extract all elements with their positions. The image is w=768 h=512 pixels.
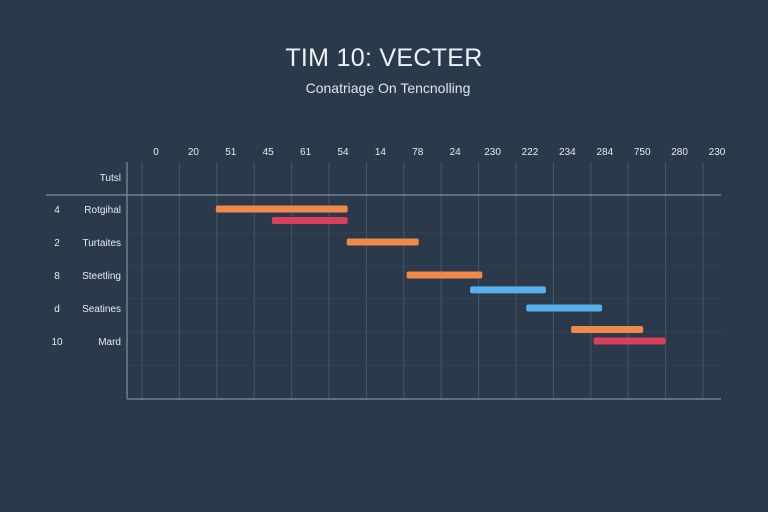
- x-tick-label: 230: [709, 147, 726, 158]
- x-tick-label: 14: [375, 147, 387, 158]
- x-tick-label: 750: [634, 147, 651, 158]
- row-label: Turtaites: [82, 238, 121, 249]
- task-bar: [593, 337, 666, 345]
- row-number: 8: [54, 271, 60, 282]
- task-bar: [571, 325, 644, 333]
- row-number: 2: [54, 238, 60, 249]
- x-tick-label: 20: [188, 147, 200, 158]
- task-bar: [526, 304, 603, 312]
- task-bar: [406, 271, 483, 279]
- x-tick-label: 230: [484, 147, 501, 158]
- x-tick-label: 78: [412, 147, 424, 158]
- chart-title: TIM 10: VECTER: [285, 44, 483, 72]
- x-tick-label: 24: [450, 147, 462, 158]
- task-bar: [470, 286, 546, 294]
- x-tick-label: 284: [596, 147, 613, 158]
- chart-subtitle: Conatriage On Tencnolling: [305, 80, 471, 96]
- row-number: 10: [51, 337, 63, 348]
- row-label: Steetling: [82, 271, 121, 282]
- x-tick-label: 280: [671, 147, 688, 158]
- row-number: d: [54, 304, 60, 315]
- task-bar: [271, 217, 348, 225]
- x-tick-label: 222: [522, 147, 539, 158]
- x-tick-label: 234: [559, 147, 576, 158]
- row-header-label: Tutsl: [100, 173, 121, 184]
- x-tick-label: 51: [225, 147, 237, 158]
- x-tick-label: 0: [153, 147, 159, 158]
- x-tick-label: 54: [337, 147, 349, 158]
- x-tick-label: 45: [263, 147, 275, 158]
- row-label: Seatines: [82, 304, 121, 315]
- x-tick-label: 61: [300, 147, 312, 158]
- task-bar: [215, 205, 348, 213]
- row-label: Rotgihal: [84, 205, 121, 216]
- row-number: 4: [54, 205, 60, 216]
- task-bar: [346, 238, 419, 246]
- row-label: Mard: [98, 337, 121, 348]
